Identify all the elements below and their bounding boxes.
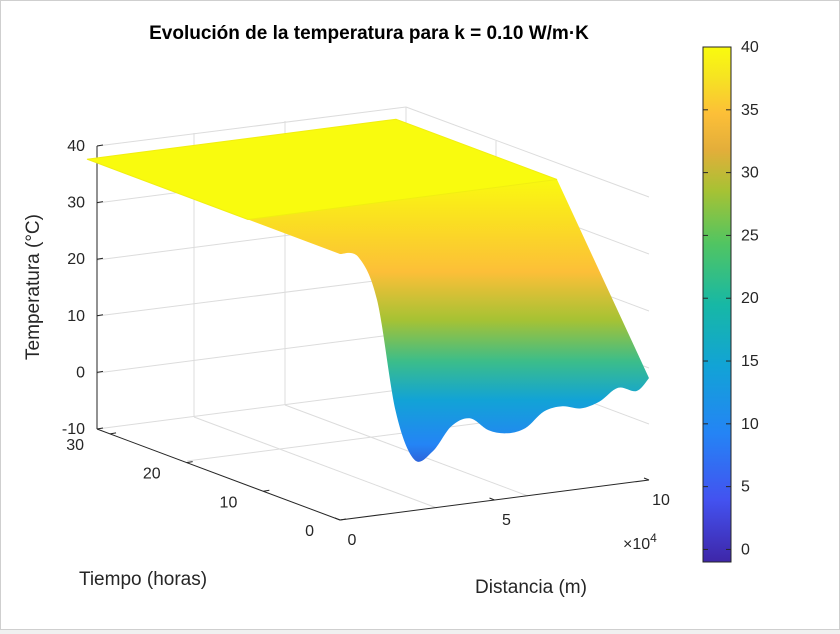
- y-axis-label: Tiempo (horas): [79, 569, 207, 590]
- z-tick-mark-3: [96, 257, 104, 260]
- colorbar-tick-label-5: 25: [741, 227, 759, 244]
- z-tick-mark-2: [96, 314, 104, 317]
- colorbar-tick-label-3: 15: [741, 353, 759, 370]
- z-axis-label: Temperatura (°C): [23, 214, 44, 360]
- grid-floor-t10: [193, 416, 438, 509]
- grid-back-z-0: [96, 332, 407, 374]
- grid-right-z-40: [405, 106, 650, 198]
- x-axis-label: Distancia (m): [475, 577, 587, 598]
- colorbar-tick-label-6: 30: [741, 165, 759, 182]
- colorbar-tick-label-8: 40: [741, 39, 759, 56]
- x-tick-label-2: 10: [652, 492, 670, 509]
- colorbar-ticks: 0 5 10 15 20 25 30 35 40: [703, 39, 759, 558]
- z-tick-mark-1: [96, 370, 104, 373]
- y-tick-mark-2: [186, 461, 193, 464]
- tick-labels: -10 0 10 20 30 40 0 10 20 30 0 5 10: [62, 138, 670, 549]
- z-tick-mark-0: [96, 427, 104, 430]
- chart-title: Evolución de la temperatura para k = 0.1…: [149, 23, 589, 44]
- x-tick-mark-2: [643, 477, 650, 481]
- x-tick-mark-0: [334, 517, 341, 521]
- x-exponent-base: ×10: [623, 536, 650, 553]
- colorbar-tick-label-0: 0: [741, 541, 750, 558]
- z-tick-label-1: 0: [76, 364, 85, 381]
- y-tick-label-2: 20: [143, 466, 161, 483]
- x-axis-exponent: ×104: [623, 531, 657, 553]
- surface-front-face: [248, 179, 649, 462]
- z-tick-label-3: 20: [67, 251, 85, 268]
- z-tick-label-2: 10: [67, 308, 85, 325]
- grid-back-z-40: [96, 106, 407, 147]
- colorbar: 0 5 10 15 20 25 30 35 40: [702, 39, 759, 563]
- z-tick-label-4: 30: [67, 195, 85, 212]
- x-exponent-power: 4: [650, 531, 657, 545]
- x-tick-mark-1: [489, 497, 495, 501]
- y-axis-line: [96, 428, 341, 521]
- colorbar-tick-label-1: 5: [741, 479, 750, 496]
- z-tick-mark-4: [96, 201, 104, 204]
- temperature-surface: [86, 118, 649, 462]
- colorbar-gradient: [702, 46, 732, 563]
- y-tick-label-0: 0: [305, 523, 314, 540]
- z-tick-mark-5: [96, 144, 104, 147]
- x-tick-label-0: 0: [348, 532, 357, 549]
- x-tick-label-1: 5: [502, 512, 511, 529]
- colorbar-tick-label-4: 20: [741, 290, 759, 307]
- surface-plateau: [86, 118, 558, 221]
- colorbar-tick-label-7: 35: [741, 102, 759, 119]
- z-tick-label-5: 40: [67, 138, 85, 155]
- y-tick-label-3: 30: [66, 437, 84, 454]
- y-tick-mark-1: [263, 489, 270, 492]
- z-tick-label-0: -10: [62, 421, 85, 438]
- grid-floor-back: [96, 388, 407, 430]
- grid-floor-t20: [284, 404, 529, 497]
- colorbar-tick-label-2: 10: [741, 416, 759, 433]
- grid-back-z-10: [96, 276, 407, 317]
- y-tick-label-1: 10: [220, 494, 238, 511]
- y-tick-mark-0: [339, 518, 347, 521]
- y-tick-mark-3: [109, 432, 117, 435]
